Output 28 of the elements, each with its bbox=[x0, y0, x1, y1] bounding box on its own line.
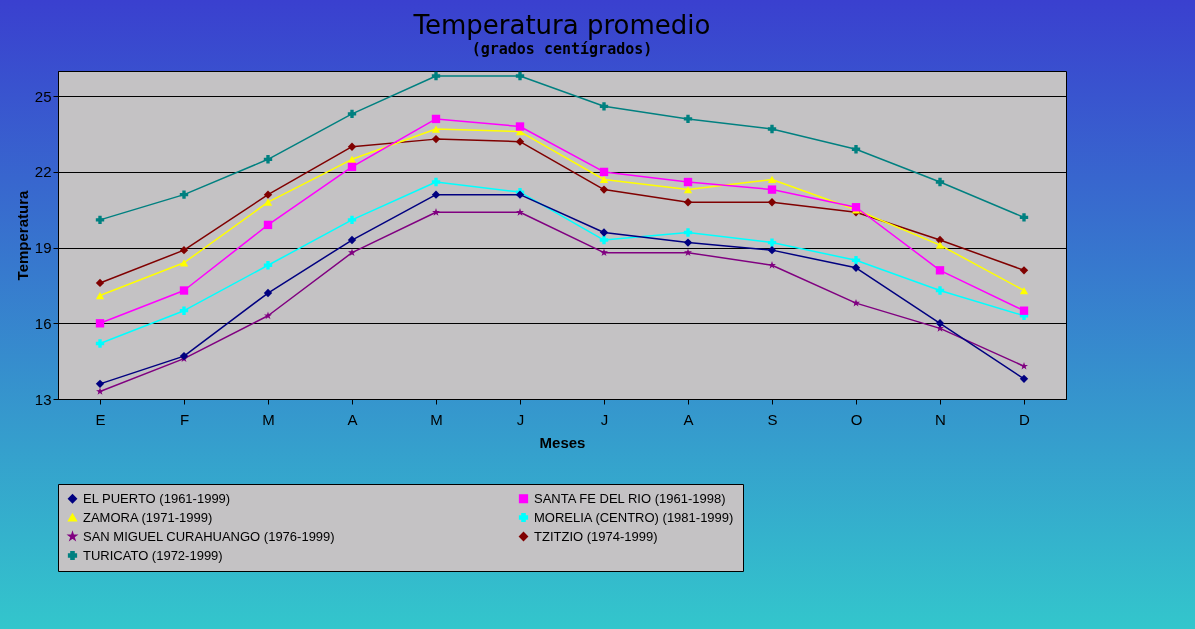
legend-label: SAN MIGUEL CURAHUANGO (1976-1999) bbox=[83, 528, 335, 544]
x-tick-label: F bbox=[179, 410, 190, 428]
x-tick-label: A bbox=[347, 410, 358, 428]
x-tick-label: S bbox=[767, 410, 778, 428]
legend-label: SANTA FE DEL RIO (1961-1998) bbox=[534, 490, 726, 506]
y-tick-label: 16 bbox=[34, 314, 52, 332]
legend-label: MORELIA (CENTRO) (1981-1999) bbox=[534, 509, 734, 525]
x-tick-label: M bbox=[262, 410, 275, 428]
x-tick-label: J bbox=[516, 410, 525, 428]
y-tick-label: 19 bbox=[34, 239, 52, 257]
y-tick-label: 22 bbox=[34, 163, 52, 181]
x-tick-label: J bbox=[600, 410, 609, 428]
legend-label: TZITZIO (1974-1999) bbox=[534, 528, 658, 544]
x-tick-label: O bbox=[850, 410, 863, 428]
legend-label: EL PUERTO (1961-1999) bbox=[83, 490, 231, 506]
y-axis-title: Temperatura bbox=[13, 189, 31, 281]
x-tick-label: D bbox=[1019, 410, 1031, 428]
legend-label: ZAMORA (1971-1999) bbox=[83, 509, 213, 525]
x-tick-label: E bbox=[95, 410, 106, 428]
x-tick-label: M bbox=[430, 410, 443, 428]
chart-title: Temperatura promedio bbox=[412, 10, 711, 40]
y-tick-label: 13 bbox=[34, 390, 52, 408]
x-tick-label: N bbox=[935, 410, 946, 428]
y-tick-label: 25 bbox=[34, 87, 52, 105]
legend-label: TURICATO (1972-1999) bbox=[83, 547, 223, 563]
x-tick-label: A bbox=[683, 410, 694, 428]
x-axis-title: Meses bbox=[539, 433, 586, 451]
chart-subtitle: (grados centígrados) bbox=[471, 40, 653, 58]
